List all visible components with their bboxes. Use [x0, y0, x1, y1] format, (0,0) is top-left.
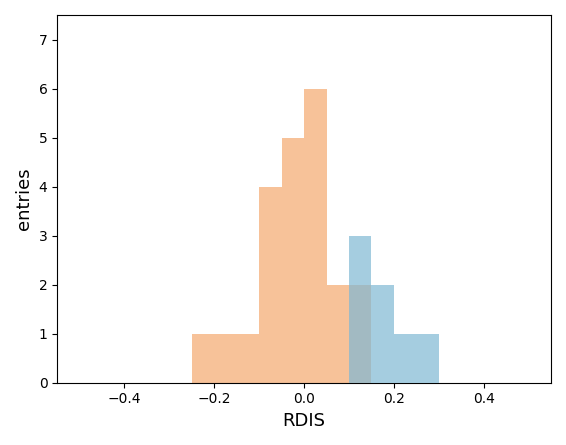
Y-axis label: entries: entries	[15, 168, 33, 230]
X-axis label: RDIS: RDIS	[282, 412, 325, 430]
Bar	[215, 334, 237, 383]
Bar	[259, 186, 282, 383]
Bar	[282, 138, 304, 383]
Bar	[237, 334, 259, 383]
Bar	[327, 285, 349, 383]
Bar	[192, 334, 215, 383]
Bar	[371, 285, 394, 383]
Bar	[394, 334, 417, 383]
Bar	[349, 236, 371, 383]
Bar	[417, 334, 439, 383]
Bar	[304, 89, 327, 383]
Bar	[349, 285, 371, 383]
